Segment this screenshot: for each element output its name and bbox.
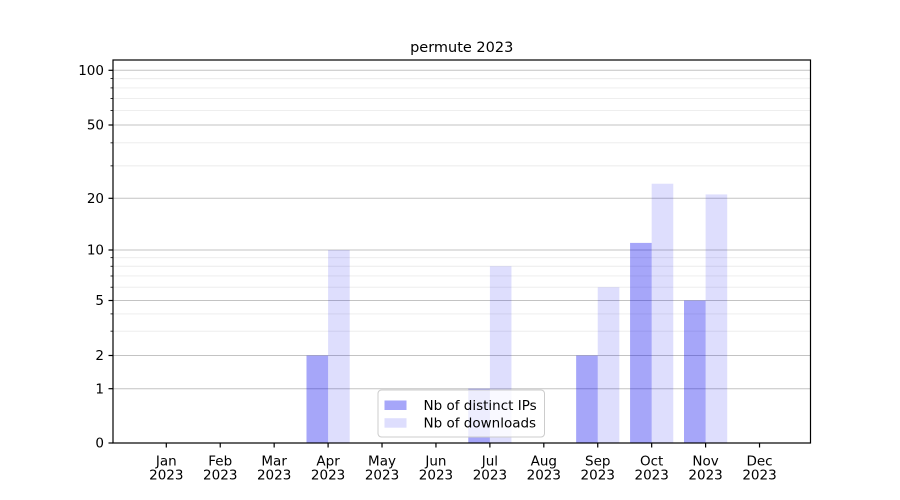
y-tick-label: 100	[78, 63, 104, 79]
x-tick-label-year: 2023	[634, 467, 668, 483]
legend-label-distinct-ips: Nb of distinct IPs	[424, 398, 537, 414]
bar	[705, 194, 728, 443]
bar	[576, 355, 598, 443]
x-tick-label-month: Mar	[261, 454, 287, 470]
x-tick-label-month: Sep	[585, 454, 610, 470]
x-tick-label-year: 2023	[527, 467, 561, 483]
legend: Nb of distinct IPs Nb of downloads	[377, 389, 545, 438]
x-tick-label-year: 2023	[473, 467, 507, 483]
x-tick-label-month: Apr	[316, 454, 340, 470]
x-tick-label-year: 2023	[149, 467, 183, 483]
bar	[306, 355, 329, 443]
bar	[630, 242, 652, 443]
legend-frame	[377, 389, 545, 438]
x-tick-label-year: 2023	[688, 467, 722, 483]
x-tick-label-year: 2023	[581, 467, 615, 483]
x-tick-label-year: 2023	[365, 467, 399, 483]
legend-swatch-distinct-ips	[384, 400, 407, 410]
y-tick-label: 20	[87, 191, 104, 207]
legend-swatch-downloads	[384, 418, 407, 428]
x-tick-label-year: 2023	[742, 467, 776, 483]
legend-label-downloads: Nb of downloads	[424, 416, 537, 432]
x-tick-label-month: Jun	[424, 454, 446, 470]
y-tick-label: 1	[95, 381, 104, 397]
x-tick-label-year: 2023	[419, 467, 453, 483]
x-tick-label-month: Aug	[531, 454, 557, 470]
x-tick-label-month: Jan	[155, 454, 177, 470]
x-tick-label-year: 2023	[311, 467, 345, 483]
y-tick-label: 5	[95, 293, 104, 309]
x-tick-label-month: May	[368, 454, 396, 470]
x-tick-label-month: Dec	[746, 454, 772, 470]
x-tick-label-month: Oct	[640, 454, 663, 470]
bar	[684, 300, 706, 443]
bar	[328, 250, 350, 443]
y-tick-label: 10	[87, 243, 104, 259]
x-tick-label-year: 2023	[257, 467, 291, 483]
y-tick-label: 0	[95, 436, 104, 452]
y-tick-label: 50	[87, 118, 104, 134]
bar	[597, 287, 620, 443]
x-tick-label-year: 2023	[203, 467, 237, 483]
y-tick-label: 2	[95, 348, 104, 364]
x-tick-label-month: Nov	[692, 454, 718, 470]
x-tick-label-month: Jul	[481, 454, 498, 470]
axes-frame	[112, 59, 812, 444]
chart-title: permute 2023	[410, 40, 513, 56]
bar	[651, 183, 674, 444]
x-tick-label-month: Feb	[208, 454, 232, 470]
